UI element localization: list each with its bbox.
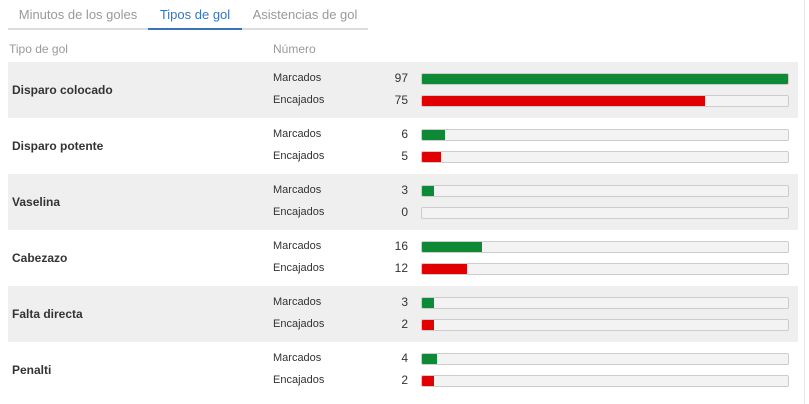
scored-label: Marcados — [273, 296, 322, 308]
conceded-label: Encajados — [273, 206, 325, 218]
conceded-bar-fill — [422, 152, 441, 162]
scored-bar-fill — [422, 130, 445, 140]
conceded-label: Encajados — [273, 374, 325, 386]
scored-label: Marcados — [273, 352, 322, 364]
scored-bar-track — [421, 241, 789, 253]
goal-type-row: Penalti Marcados 4 Encajados 2 — [8, 342, 798, 398]
goal-type-row: Disparo potente Marcados 6 Encajados 5 — [8, 118, 798, 174]
scored-count: 3 — [401, 295, 408, 309]
conceded-bar-track — [421, 319, 789, 331]
goal-type-row: Falta directa Marcados 3 Encajados 2 — [8, 286, 798, 342]
conceded-bar-track — [421, 375, 789, 387]
scored-bar-track — [421, 129, 789, 141]
scored-count: 97 — [394, 71, 408, 85]
goal-type-name: Falta directa — [12, 307, 83, 321]
tab-asistencias[interactable]: Asistencias de gol — [252, 7, 358, 22]
conceded-label: Encajados — [273, 262, 325, 274]
scored-bar-track — [421, 297, 789, 309]
scored-bar-fill — [422, 74, 788, 84]
scored-bar-fill — [422, 354, 438, 364]
conceded-bar-fill — [422, 96, 705, 106]
column-header-type: Tipo de gol — [9, 42, 68, 56]
goal-type-name: Disparo potente — [12, 139, 104, 153]
conceded-count: 2 — [401, 317, 408, 331]
scored-count: 3 — [401, 183, 408, 197]
conceded-bar-fill — [422, 320, 435, 330]
conceded-count: 0 — [401, 205, 408, 219]
goal-type-name: Vaselina — [12, 195, 61, 209]
conceded-count: 5 — [401, 149, 408, 163]
conceded-bar-track — [421, 151, 789, 163]
conceded-bar-track — [421, 263, 789, 275]
goal-type-row: Vaselina Marcados 3 Encajados 0 — [8, 174, 798, 230]
goal-type-name: Cabezazo — [12, 251, 68, 265]
tab-minutos[interactable]: Minutos de los goles — [18, 7, 138, 22]
conceded-bar-fill — [422, 376, 435, 386]
conceded-label: Encajados — [273, 318, 325, 330]
conceded-count: 75 — [394, 93, 408, 107]
scored-bar-fill — [422, 242, 483, 252]
scored-count: 4 — [401, 351, 408, 365]
goal-type-name: Penalti — [12, 363, 52, 377]
scored-bar-track — [421, 353, 789, 365]
scored-bar-fill — [422, 298, 435, 308]
conceded-label: Encajados — [273, 150, 325, 162]
conceded-bar-track — [421, 95, 789, 107]
conceded-label: Encajados — [273, 94, 325, 106]
conceded-bar-track — [421, 207, 789, 219]
scored-count: 16 — [394, 239, 408, 253]
conceded-count: 12 — [394, 261, 408, 275]
goal-type-row: Disparo colocado Marcados 97 Encajados 75 — [8, 62, 798, 118]
column-header-number: Número — [273, 42, 316, 56]
scored-count: 6 — [401, 127, 408, 141]
scored-bar-track — [421, 73, 789, 85]
tab-tipos[interactable]: Tipos de gol — [148, 0, 242, 30]
scored-bar-track — [421, 185, 789, 197]
scored-bar-fill — [422, 186, 435, 196]
conceded-bar-fill — [422, 264, 468, 274]
goal-type-row: Cabezazo Marcados 16 Encajados 12 — [8, 230, 798, 286]
goal-type-name: Disparo colocado — [12, 83, 113, 97]
scored-label: Marcados — [273, 72, 322, 84]
conceded-count: 2 — [401, 373, 408, 387]
goal-tabs: Minutos de los goles Tipos de gol Asiste… — [8, 0, 368, 30]
scored-label: Marcados — [273, 240, 322, 252]
scored-label: Marcados — [273, 128, 322, 140]
panel-border — [804, 0, 805, 404]
scored-label: Marcados — [273, 184, 322, 196]
